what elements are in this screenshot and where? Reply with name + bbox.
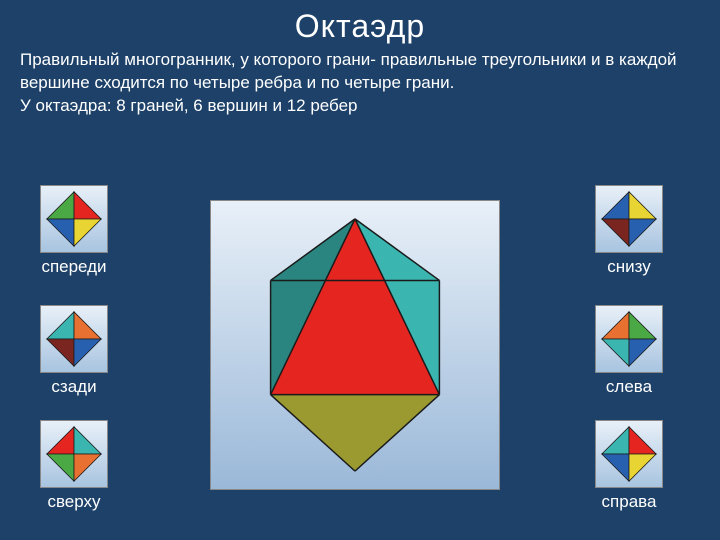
thumb-bottom-label: снизу <box>595 257 663 277</box>
thumb-left: слева <box>595 305 663 397</box>
thumb-left-label: слева <box>595 377 663 397</box>
page-title: Октаэдр <box>0 0 720 45</box>
thumb-back-label: сзади <box>40 377 108 397</box>
thumb-left-image <box>595 305 663 373</box>
thumb-right: справа <box>595 420 663 512</box>
thumb-bottom: снизу <box>595 185 663 277</box>
description: Правильный многогранник, у которого гран… <box>0 45 720 118</box>
thumb-right-image <box>595 420 663 488</box>
thumb-bottom-image <box>595 185 663 253</box>
description-line2: У октаэдра: 8 граней, 6 вершин и 12 ребе… <box>20 96 358 115</box>
thumb-right-label: справа <box>595 492 663 512</box>
description-line1: Правильный многогранник, у которого гран… <box>20 50 677 92</box>
thumb-back: сзади <box>40 305 108 397</box>
thumb-front-label: спереди <box>40 257 108 277</box>
thumb-front: спереди <box>40 185 108 277</box>
thumb-top: сверху <box>40 420 108 512</box>
thumb-top-label: сверху <box>40 492 108 512</box>
main-octahedron-svg <box>211 201 499 489</box>
thumb-top-image <box>40 420 108 488</box>
main-octahedron-view <box>210 200 500 490</box>
thumb-back-image <box>40 305 108 373</box>
thumb-front-image <box>40 185 108 253</box>
